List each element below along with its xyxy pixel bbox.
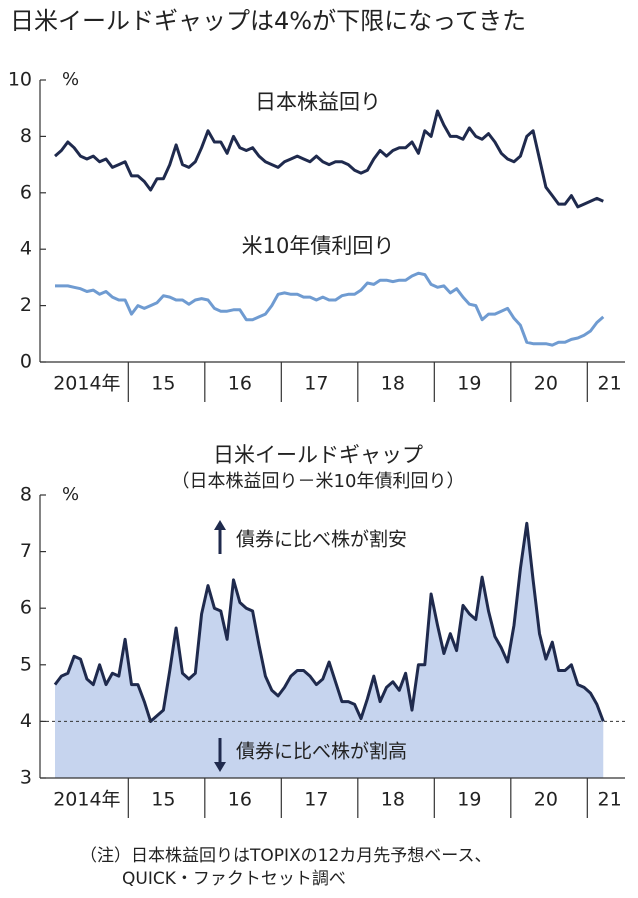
x-tick-label: 16 — [228, 789, 252, 811]
x-tick-label: 16 — [228, 373, 252, 395]
y-tick-label: 8 — [20, 125, 32, 147]
line — [55, 271, 605, 347]
y-tick-label: 0 — [20, 351, 32, 373]
page-title: 日米イールドギャップは4%が下限になってきた — [10, 7, 526, 35]
y-tick-label: 3 — [20, 767, 32, 789]
y-tick-label: 7 — [20, 540, 32, 562]
arrow-head — [214, 762, 226, 772]
annotation: 債券に比べ株が割高 — [236, 741, 407, 763]
y-unit: % — [62, 69, 79, 90]
x-tick-label: 20 — [534, 789, 558, 811]
x-tick-label: 18 — [381, 789, 405, 811]
chart-title: 日米イールドギャップ — [213, 443, 423, 467]
series-label: 日本株益回り — [255, 90, 381, 114]
x-tick-label: 15 — [151, 373, 175, 395]
line — [54, 109, 604, 209]
y-tick-label: 8 — [20, 484, 32, 506]
annotation: 債券に比べ株が割安 — [236, 529, 407, 551]
chart-subtitle: （日本株益回り－米10年債利回り） — [172, 471, 465, 492]
line — [53, 521, 605, 723]
x-tick-label: 21 — [598, 789, 622, 811]
x-tick-label: 21 — [598, 373, 622, 395]
y-tick-label: 6 — [20, 597, 32, 619]
x-tick-label: 17 — [304, 789, 328, 811]
x-tick-label: 15 — [151, 789, 175, 811]
arrow-head — [214, 520, 226, 530]
y-tick-label: 4 — [20, 238, 32, 260]
y-unit: % — [62, 484, 79, 505]
series-label: 米10年債利回り — [242, 234, 395, 258]
x-tick-label: 19 — [457, 373, 481, 395]
x-tick-label: 19 — [457, 789, 481, 811]
x-tick-label: 17 — [304, 373, 328, 395]
x-tick-label: 2014年 — [53, 789, 120, 811]
x-tick-label: 2014年 — [53, 373, 120, 395]
area — [55, 523, 604, 778]
x-tick-label: 20 — [534, 373, 558, 395]
y-tick-label: 5 — [20, 653, 32, 675]
note: QUICK・ファクトセット調べ — [122, 869, 346, 889]
y-tick-label: 2 — [20, 294, 32, 316]
note: （注）日本株益回りはTOPIXの12カ月先予想ベース、 — [80, 846, 491, 866]
y-tick-label: 4 — [20, 710, 32, 732]
x-tick-label: 18 — [381, 373, 405, 395]
y-tick-label: 10 — [8, 69, 32, 91]
y-tick-label: 6 — [20, 181, 32, 203]
